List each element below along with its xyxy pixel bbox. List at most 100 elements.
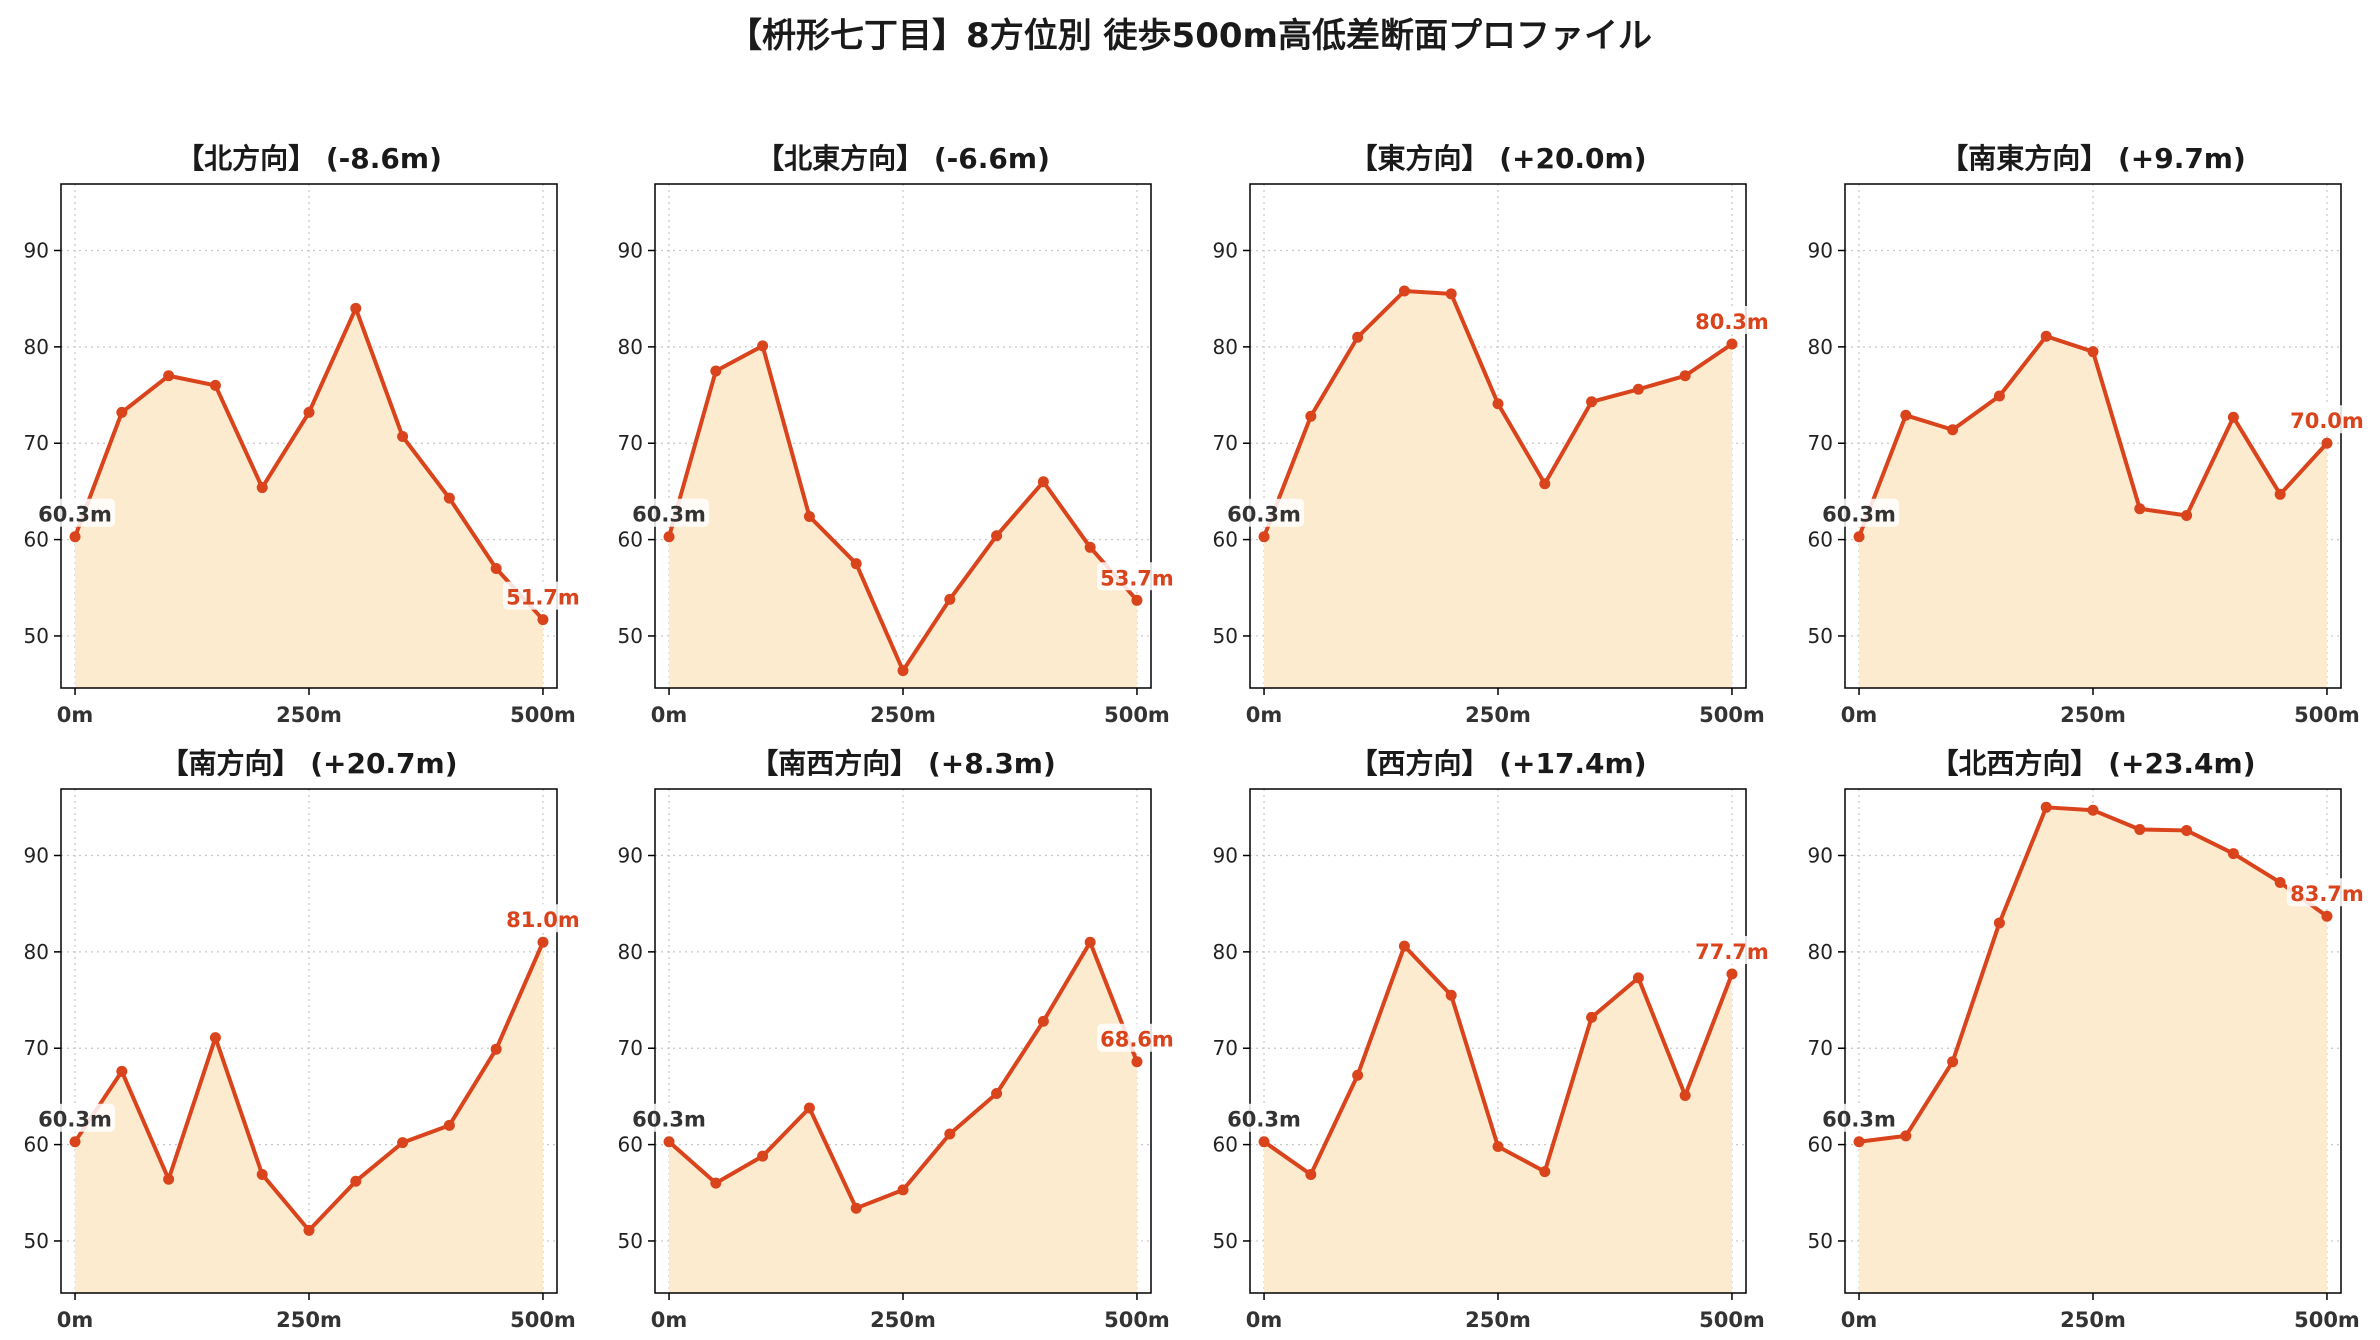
- x-tick-label: 250m: [870, 703, 936, 727]
- data-point: [757, 1150, 769, 1162]
- y-tick-label: 70: [618, 431, 643, 455]
- data-point: [710, 365, 722, 377]
- x-tick-label: 500m: [1699, 703, 1765, 727]
- data-point: [991, 1088, 1003, 1100]
- x-tick-label: 0m: [1841, 1308, 1878, 1332]
- data-point: [897, 665, 909, 677]
- end-label: 51.7m: [506, 586, 580, 610]
- data-point: [2040, 330, 2052, 342]
- y-tick-label: 70: [1213, 431, 1238, 455]
- end-label-box: [502, 904, 583, 933]
- data-point: [1492, 1141, 1504, 1153]
- elevation-area: [75, 308, 543, 688]
- data-point: [1586, 1011, 1598, 1023]
- y-tick-label: 90: [1808, 238, 1833, 262]
- data-point: [2274, 488, 2286, 500]
- start-label: 60.3m: [1227, 503, 1301, 527]
- x-tick-label: 500m: [1104, 1308, 1170, 1332]
- figure-title: 【枡形七丁目】8方位別 徒歩500m高低差断面プロファイル: [728, 16, 1652, 56]
- data-point: [1131, 1056, 1143, 1068]
- x-tick-label: 500m: [510, 1308, 576, 1332]
- data-point: [2227, 411, 2239, 423]
- y-tick-label: 50: [1213, 624, 1238, 648]
- data-point: [663, 531, 675, 543]
- start-label-box: [35, 498, 116, 527]
- y-tick-label: 70: [1808, 431, 1833, 455]
- panel-title: 【南方向】 (+20.7m): [160, 747, 457, 780]
- start-label: 60.3m: [38, 1108, 112, 1132]
- y-tick-label: 70: [24, 1036, 49, 1060]
- x-tick-label: 0m: [651, 703, 688, 727]
- data-point: [1539, 478, 1551, 490]
- start-label: 60.3m: [632, 1108, 706, 1132]
- data-point: [2321, 437, 2333, 449]
- data-point: [850, 1202, 862, 1214]
- end-label-box: [1096, 1023, 1177, 1052]
- end-label: 77.7m: [1695, 940, 1769, 964]
- data-point: [897, 1184, 909, 1196]
- x-tick-label: 500m: [510, 703, 576, 727]
- x-tick-label: 500m: [1699, 1308, 1765, 1332]
- panel-title: 【北東方向】 (-6.6m): [756, 142, 1050, 175]
- y-tick-label: 80: [618, 940, 643, 964]
- data-point: [350, 302, 362, 314]
- data-point: [256, 1168, 268, 1180]
- panel-title: 【西方向】 (+17.4m): [1349, 747, 1646, 780]
- start-label-box: [1224, 1103, 1305, 1132]
- panel-title: 【北方向】 (-8.6m): [176, 142, 442, 175]
- data-point: [537, 936, 549, 948]
- data-point: [2181, 510, 2193, 522]
- panel-title: 【南東方向】 (+9.7m): [1940, 142, 2246, 175]
- end-label-box: [1096, 562, 1177, 591]
- y-tick-label: 60: [1213, 1133, 1238, 1157]
- x-tick-label: 250m: [870, 1308, 936, 1332]
- y-tick-label: 60: [618, 1133, 643, 1157]
- y-tick-label: 80: [1213, 940, 1238, 964]
- data-point: [1853, 531, 1865, 543]
- elevation-area: [1264, 946, 1732, 1293]
- y-tick-label: 90: [24, 238, 49, 262]
- data-point: [1258, 1136, 1270, 1148]
- y-tick-label: 80: [618, 335, 643, 359]
- end-label-box: [2286, 878, 2367, 907]
- y-tick-label: 60: [1808, 1133, 1833, 1157]
- data-point: [2227, 848, 2239, 860]
- y-tick-label: 60: [24, 1133, 49, 1157]
- y-tick-label: 70: [1213, 1036, 1238, 1060]
- end-label: 81.0m: [506, 908, 580, 932]
- data-point: [1993, 390, 2005, 402]
- data-point: [443, 1119, 455, 1131]
- elevation-area: [75, 942, 543, 1293]
- y-tick-label: 90: [1213, 843, 1238, 867]
- data-point: [2087, 346, 2099, 358]
- data-point: [944, 1128, 956, 1140]
- data-point: [2321, 910, 2333, 922]
- data-point: [1947, 1056, 1959, 1068]
- data-point: [1258, 531, 1270, 543]
- data-point: [490, 1043, 502, 1055]
- data-point: [303, 406, 315, 418]
- data-point: [663, 1136, 675, 1148]
- data-point: [303, 1224, 315, 1236]
- y-tick-label: 60: [618, 528, 643, 552]
- y-tick-label: 50: [1808, 624, 1833, 648]
- elevation-area: [669, 942, 1137, 1293]
- data-point: [2274, 876, 2286, 888]
- y-tick-label: 80: [1808, 335, 1833, 359]
- y-tick-label: 90: [618, 843, 643, 867]
- data-point: [803, 510, 815, 522]
- data-point: [256, 482, 268, 494]
- x-tick-label: 250m: [1465, 1308, 1531, 1332]
- y-tick-label: 90: [1213, 238, 1238, 262]
- data-point: [710, 1177, 722, 1189]
- y-tick-label: 60: [1808, 528, 1833, 552]
- y-tick-label: 50: [1808, 1229, 1833, 1253]
- data-point: [1726, 338, 1738, 350]
- y-tick-label: 70: [24, 431, 49, 455]
- start-label: 60.3m: [1227, 1108, 1301, 1132]
- data-point: [537, 614, 549, 626]
- x-tick-label: 0m: [1841, 703, 1878, 727]
- data-point: [1679, 1089, 1691, 1101]
- x-tick-label: 250m: [2060, 703, 2126, 727]
- end-label: 80.3m: [1695, 310, 1769, 334]
